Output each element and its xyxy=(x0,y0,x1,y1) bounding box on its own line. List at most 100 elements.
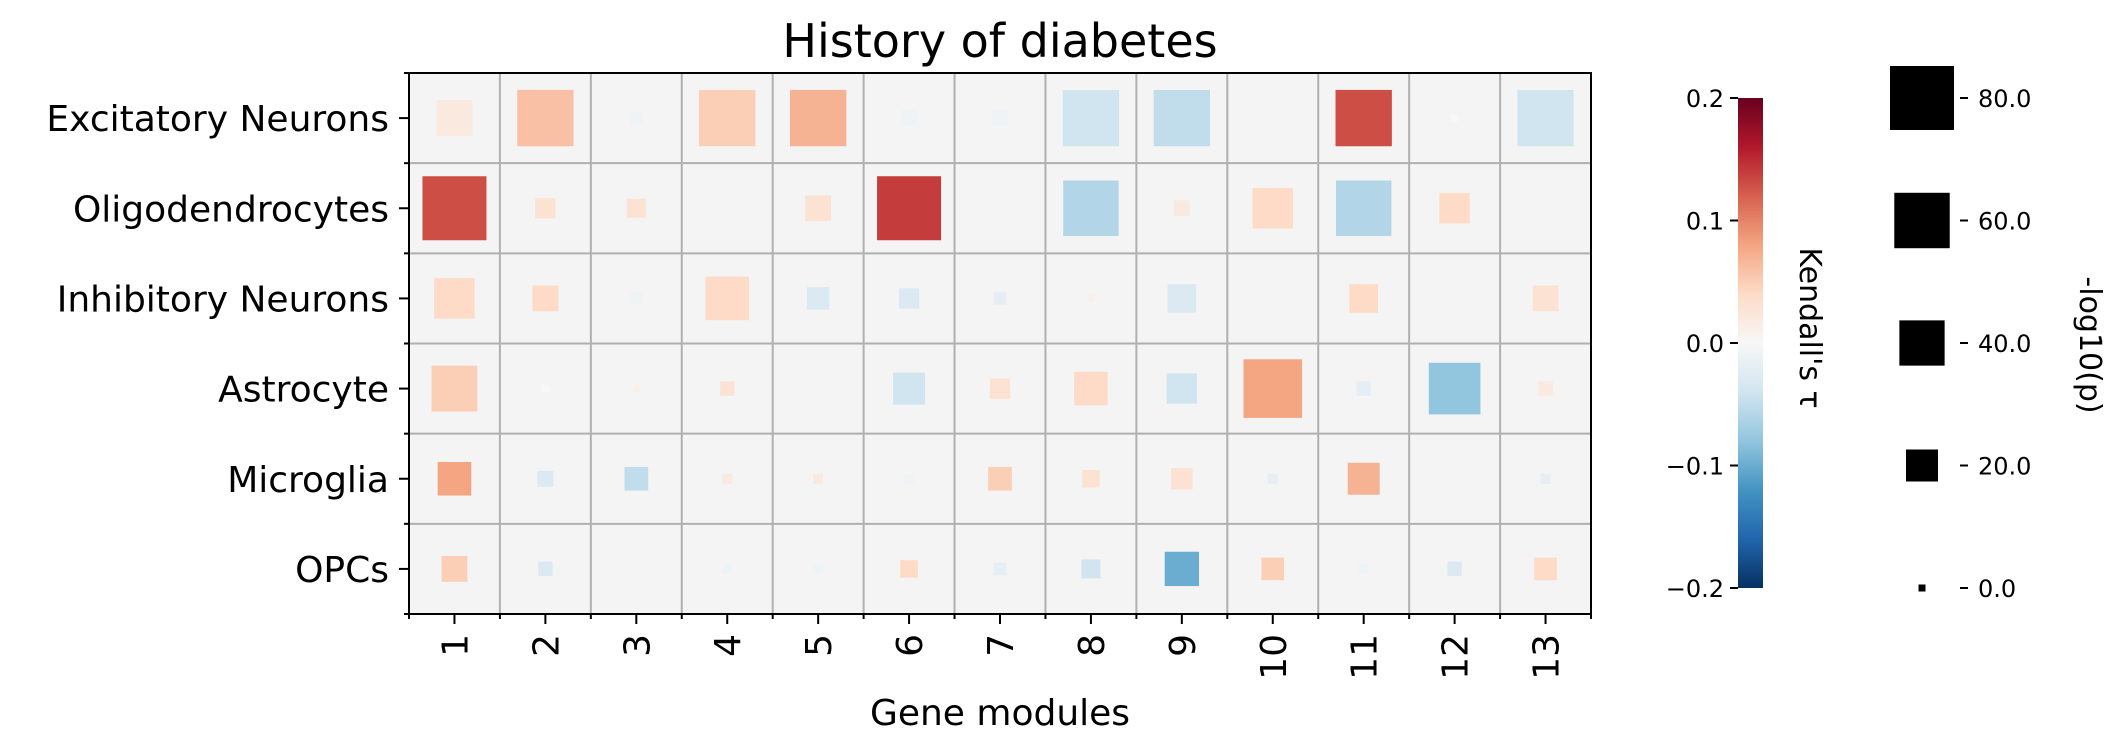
colorbar-tick-label: −0.1 xyxy=(1666,453,1724,481)
heatmap-cell xyxy=(1166,373,1198,404)
colorbar-tick-label: 0.2 xyxy=(1686,85,1724,113)
size-legend-marker xyxy=(1918,584,1926,592)
heatmap-cell xyxy=(806,287,830,310)
column-label: 10 xyxy=(1254,634,1295,680)
row-label: Microglia xyxy=(227,460,389,501)
heatmap-cell xyxy=(1335,89,1392,147)
heatmap-cell xyxy=(813,473,824,484)
column-label: 7 xyxy=(981,634,1022,657)
heatmap-cell xyxy=(431,365,478,412)
heatmap-cell xyxy=(1532,285,1559,312)
heatmap-cell xyxy=(1439,193,1470,224)
heatmap-cell xyxy=(1173,200,1190,217)
heatmap-cell xyxy=(720,381,735,396)
row-label: Excitatory Neurons xyxy=(46,99,389,140)
size-legend-marker xyxy=(1890,66,1954,130)
heatmap-cell xyxy=(437,461,472,496)
colorbar-gradient xyxy=(1738,98,1763,588)
size-legend: 80.0 60.0 40.0 20.0 0.0 xyxy=(1890,66,2031,603)
heatmap-cell xyxy=(722,473,733,484)
colorbar-label: Kendall's τ xyxy=(1792,247,1827,408)
heatmap-cell xyxy=(1335,180,1392,236)
colorbar: 0.2 0.1 0.0 −0.1 −0.2 xyxy=(1666,85,1763,603)
heatmap-cell xyxy=(1538,381,1553,396)
column-label: 12 xyxy=(1436,634,1477,680)
heatmap-cell xyxy=(993,562,1007,576)
heatmap-cell xyxy=(904,473,915,484)
size-legend-label: -log10(p) xyxy=(2072,276,2107,413)
heatmap-cell xyxy=(1267,473,1278,484)
size-legend-marker xyxy=(1899,320,1945,366)
column-label: 5 xyxy=(799,634,840,657)
size-legend-label: 80.0 xyxy=(1978,85,2031,113)
size-legend-label: 0.0 xyxy=(1978,575,2016,603)
heatmap-cell xyxy=(901,110,918,127)
heatmap-cell xyxy=(1349,284,1379,313)
plot-area: Excitatory Neurons Oligodendrocytes Inhibi… xyxy=(46,72,1592,680)
heatmap-cell xyxy=(705,276,749,321)
heatmap-cell xyxy=(541,385,549,393)
row-label: OPCs xyxy=(295,550,389,591)
heatmap-cell xyxy=(993,292,1007,305)
heatmap-cell xyxy=(436,100,473,136)
heatmap-cell xyxy=(1074,371,1108,406)
heatmap-cell xyxy=(1243,359,1303,418)
colorbar-tick-label: 0.1 xyxy=(1686,208,1724,236)
chart-title: History of diabetes xyxy=(782,14,1217,68)
heatmap-cell xyxy=(632,385,640,393)
size-legend-marker xyxy=(1894,192,1950,249)
heatmap-cell xyxy=(1087,294,1095,302)
heatmap-cell xyxy=(1063,180,1119,236)
heatmap-cell xyxy=(1167,284,1197,313)
row-label: Inhibitory Neurons xyxy=(57,279,389,320)
heatmap-cell xyxy=(722,563,733,574)
heatmap-cell xyxy=(1534,557,1557,581)
heatmap-cell xyxy=(422,176,487,241)
column-label: 2 xyxy=(526,634,567,657)
heatmap-cell xyxy=(813,563,824,574)
heatmap-cell xyxy=(1517,89,1574,147)
heatmap-cell xyxy=(626,198,646,218)
heatmap-cell xyxy=(1171,468,1193,490)
column-label: 8 xyxy=(1072,634,1113,657)
heatmap-cell xyxy=(1451,114,1459,122)
heatmap-cell xyxy=(1252,188,1294,229)
size-legend-marker xyxy=(1906,449,1938,482)
heatmap-cell xyxy=(1261,557,1285,581)
heatmap-cell xyxy=(517,89,574,147)
column-label: 3 xyxy=(617,634,658,657)
heatmap-cell xyxy=(992,110,1008,127)
heatmap-cell xyxy=(1347,462,1380,495)
heatmap-cell xyxy=(1081,559,1101,579)
heatmap-cell xyxy=(805,195,832,222)
heatmap-cell xyxy=(434,278,475,319)
heatmap-cell xyxy=(624,466,649,491)
heatmap-cell xyxy=(630,292,643,305)
heatmap-cell xyxy=(1428,362,1481,415)
heatmap-cell xyxy=(1082,469,1100,488)
heatmap-cell xyxy=(532,285,559,312)
heatmap-cell xyxy=(537,470,554,487)
heatmap-cell xyxy=(538,561,553,577)
heatmap-cell xyxy=(535,198,556,219)
heatmap-cell xyxy=(1540,473,1551,484)
column-label: 13 xyxy=(1527,634,1568,680)
heatmap-cell xyxy=(1447,561,1462,577)
heatmap-cell xyxy=(988,466,1012,491)
colorbar-tick-label: −0.2 xyxy=(1666,575,1724,603)
heatmap-cell xyxy=(877,176,942,241)
heatmap-cell xyxy=(1062,89,1120,147)
colorbar-tick-label: 0.0 xyxy=(1686,330,1724,358)
heatmap-cell xyxy=(898,288,920,309)
heatmap-cell xyxy=(441,556,468,582)
size-legend-label: 40.0 xyxy=(1978,330,2031,358)
heatmap-cell xyxy=(1153,89,1211,147)
column-label: 9 xyxy=(1163,634,1204,657)
heatmap-cell xyxy=(1164,551,1200,587)
column-label: 1 xyxy=(435,634,476,657)
heatmap-cell xyxy=(789,89,847,147)
heatmap-cell xyxy=(893,372,926,405)
heatmap-cell xyxy=(1358,563,1369,574)
heatmap-cell xyxy=(900,560,918,578)
